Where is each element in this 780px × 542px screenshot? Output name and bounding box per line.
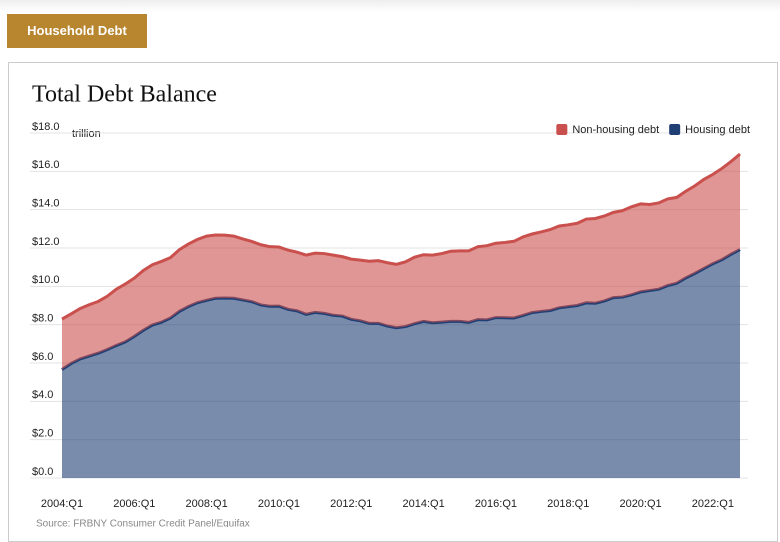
x-tick-label: 2008:Q1 [186, 498, 228, 510]
y-tick-label: $6.0 [32, 351, 53, 363]
x-tick-label: 2020:Q1 [619, 498, 661, 510]
y-tick-label: $2.0 [32, 428, 53, 440]
y-tick-label: $14.0 [32, 198, 60, 210]
area-line [61, 152, 741, 321]
x-tick-label: 2004:Q1 [41, 498, 83, 510]
x-tick-label: 2014:Q1 [402, 498, 444, 510]
legend-swatch [556, 124, 568, 135]
legend-label: Housing debt [685, 124, 750, 136]
top-bar [0, 0, 780, 12]
source-note: Source: FRBNY Consumer Credit Panel/Equi… [36, 519, 250, 527]
x-tick-label: 2010:Q1 [258, 498, 300, 510]
area-fill [62, 154, 740, 370]
section-badge[interactable]: Household Debt [7, 14, 147, 48]
chart-title: Total Debt Balance [32, 82, 217, 108]
legend-swatch [669, 124, 681, 135]
y-unit: trillion [72, 128, 101, 140]
y-tick-label: $0.0 [32, 466, 53, 478]
legend-label: Non-housing debt [572, 124, 659, 136]
x-tick-label: 2022:Q1 [692, 498, 734, 510]
y-tick-label: $10.0 [32, 274, 60, 286]
x-tick-label: 2016:Q1 [475, 498, 517, 510]
y-tick-label: $16.0 [32, 159, 60, 171]
y-tick-label: $12.0 [32, 236, 60, 248]
y-tick-label: $4.0 [32, 389, 53, 401]
y-tick-label: $18.0 [32, 121, 60, 133]
chart: Total Debt Balance trillion Source: FRBN… [30, 82, 750, 527]
x-tick-label: 2006:Q1 [113, 498, 155, 510]
y-tick-label: $8.0 [32, 313, 53, 325]
x-tick-label: 2018:Q1 [547, 498, 589, 510]
x-tick-label: 2012:Q1 [330, 498, 372, 510]
